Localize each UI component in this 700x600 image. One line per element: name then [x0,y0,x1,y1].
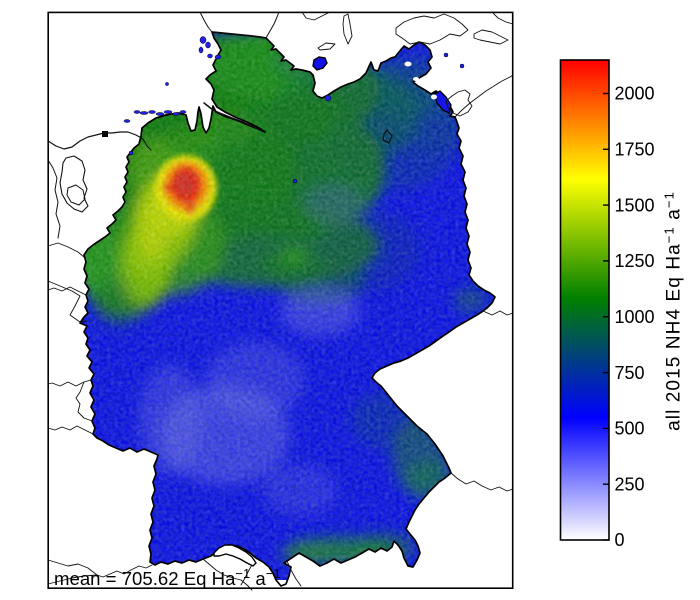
svg-text:0: 0 [615,530,625,550]
svg-text:1750: 1750 [615,140,655,160]
svg-text:1500: 1500 [615,195,655,215]
svg-text:2000: 2000 [615,84,655,104]
svg-text:1000: 1000 [615,307,655,327]
svg-text:1250: 1250 [615,251,655,271]
svg-text:all 2015 NH4 Eq Ha−1 a−1: all 2015 NH4 Eq Ha−1 a−1 [662,191,685,431]
svg-text:mean = 705.62 Eq Ha−1 a−1: mean = 705.62 Eq Ha−1 a−1 [54,566,281,589]
svg-text:500: 500 [615,419,645,439]
svg-text:750: 750 [615,363,645,383]
svg-text:250: 250 [615,474,645,494]
